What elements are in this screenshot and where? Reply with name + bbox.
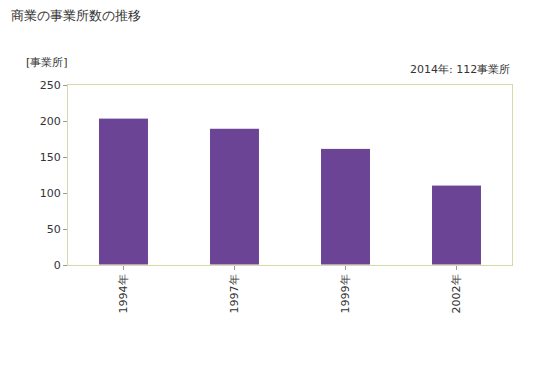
svg-text:250: 250: [40, 79, 61, 92]
svg-text:150: 150: [40, 151, 61, 164]
svg-text:50: 50: [47, 223, 61, 236]
svg-text:[事業所]: [事業所]: [26, 56, 68, 69]
svg-text:2014年: 112事業所: 2014年: 112事業所: [410, 63, 510, 76]
svg-text:1994年: 1994年: [117, 274, 130, 313]
svg-text:100: 100: [40, 187, 61, 200]
svg-text:200: 200: [40, 115, 61, 128]
svg-text:0: 0: [54, 259, 61, 272]
svg-text:商業の事業所数の推移: 商業の事業所数の推移: [11, 8, 141, 23]
svg-text:1997年: 1997年: [228, 274, 241, 313]
svg-text:1999年: 1999年: [339, 274, 352, 313]
svg-text:2002年: 2002年: [450, 274, 463, 313]
